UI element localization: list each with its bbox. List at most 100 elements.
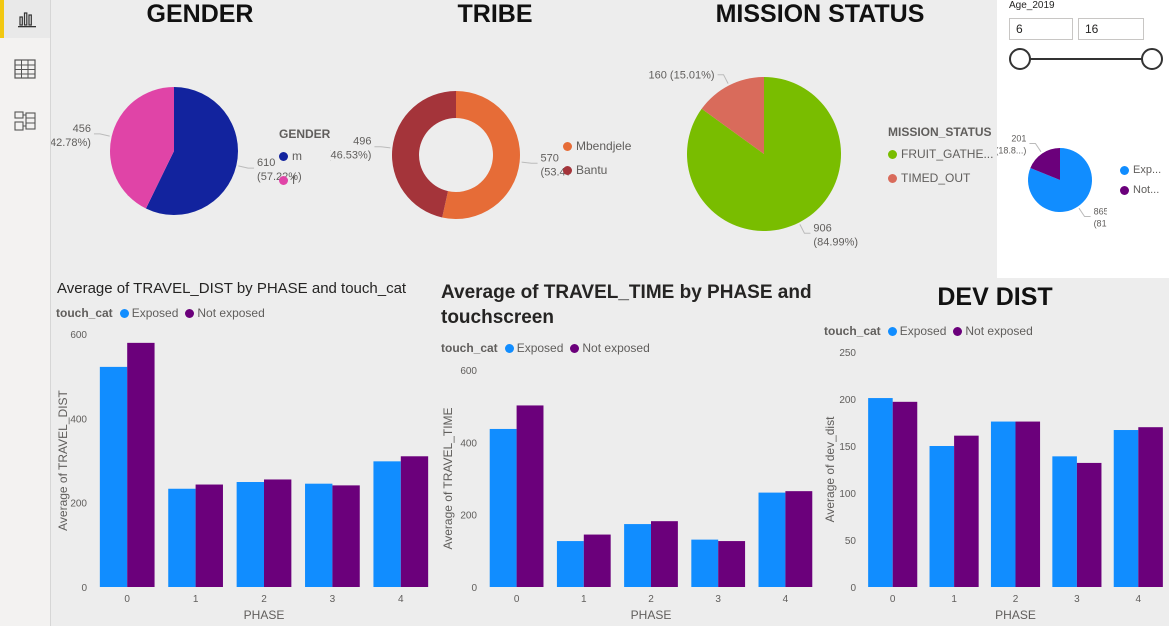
legend-item-fruit[interactable]: FRUIT_GATHE... [888,147,993,161]
y-tick-label: 400 [70,414,87,425]
pie-data-pct: (42.78%) [51,137,91,149]
bar-not-exposed-phase-2[interactable] [651,521,678,587]
legend-item-timed-out[interactable]: TIMED_OUT [888,171,993,185]
bar-exposed-phase-1[interactable] [168,488,196,587]
legend-exposed[interactable]: Exposed [516,341,564,355]
pie-slice-mbendjele[interactable] [442,91,520,219]
pie-data-label: 865 [1094,207,1107,217]
bar-exposed-phase-4[interactable] [373,461,401,587]
travel-time-legend: touch_cat Exposed Not exposed [441,341,654,355]
bar-not-exposed-phase-2[interactable] [1015,421,1041,587]
age-max-input[interactable] [1078,18,1144,40]
model-diagram-icon [14,111,36,131]
data-view-button[interactable] [0,50,50,88]
pie-leader-line [1078,207,1091,218]
age-slider-min-handle[interactable] [1009,48,1031,70]
legend-item-not-exposed[interactable]: Not... [1120,184,1161,196]
pie-leader-line [717,74,729,84]
left-nav [0,0,51,626]
legend-dot [563,141,572,151]
y-tick-label: 150 [839,442,856,453]
y-axis-title: Average of TRAVEL_DIST [56,389,70,530]
mission-status-pie[interactable]: 906 (84.99%) 160 (15.01%) [640,55,890,255]
legend-label: FRUIT_GATHE... [901,147,994,161]
pie-slice-f[interactable] [110,87,174,209]
bar-not-exposed-phase-4[interactable] [785,491,813,587]
age-min-input[interactable] [1009,18,1073,40]
x-tick-label: 4 [783,594,789,605]
bar-exposed-phase-4[interactable] [758,492,786,587]
bar-not-exposed-phase-1[interactable] [195,484,223,587]
tribe-donut[interactable]: 570 (53.47%) 496 (46.53%) [330,60,570,250]
legend-item-f[interactable]: f [279,173,330,187]
pie-slice-timed-out[interactable] [701,77,764,154]
legend-label: Exp... [1133,164,1162,176]
bar-not-exposed-phase-3[interactable] [718,541,746,587]
bar-exposed-phase-0[interactable] [489,428,517,587]
mission-legend-title: MISSION_STATUS [888,125,992,139]
age-slider-max-handle[interactable] [1141,48,1163,70]
bar-exposed-phase-2[interactable] [990,421,1016,587]
bar-exposed-phase-2[interactable] [236,482,264,587]
age-slider-track[interactable] [1020,58,1152,60]
legend-exposed[interactable]: Exposed [131,306,179,320]
pie-data-label: 201 [1011,133,1026,143]
travel-time-bar-chart[interactable]: 0 200 400 600 0 1 2 3 4 PHASE Average of TRAVEL_TI… [436,356,819,626]
bar-exposed-phase-3[interactable] [1052,456,1077,587]
dev-dist-legend: touch_cat Exposed Not exposed [824,324,1037,338]
dev-dist-bar-chart[interactable]: 0 50 100 150 200 250 0 1 2 3 4 PHASE Average of dev_… [820,340,1169,626]
pie-slice-bantu[interactable] [391,91,456,218]
legend-dot-not-exposed [570,343,580,353]
x-tick-label: 1 [193,594,199,605]
pie-leader-line [799,224,811,234]
bar-exposed-phase-1[interactable] [556,541,584,587]
bar-exposed-phase-1[interactable] [929,446,955,587]
legend-dot-not-exposed [185,308,195,318]
bar-exposed-phase-4[interactable] [1113,430,1139,587]
slicer-card [997,0,1169,278]
bar-not-exposed-phase-0[interactable] [127,342,155,587]
y-tick-label: 200 [839,395,856,406]
gender-legend: GENDER m f [279,127,330,197]
pie-slice-m[interactable] [145,87,238,215]
model-view-button[interactable] [0,102,50,140]
mission-status-legend: MISSION_STATUS FRUIT_GATHE... TIMED_OUT [888,125,993,195]
bar-exposed-phase-0[interactable] [868,398,893,587]
tribe-title: TRIBE [457,0,533,28]
y-tick-label: 600 [460,366,477,377]
bar-not-exposed-phase-2[interactable] [264,479,292,587]
bar-not-exposed-phase-3[interactable] [1076,462,1102,587]
bar-not-exposed-phase-1[interactable] [954,435,979,587]
bar-exposed-phase-0[interactable] [99,366,128,587]
legend-title: touch_cat [824,324,881,338]
legend-label: m [292,149,302,163]
travel-dist-bar-chart[interactable]: 0 200 400 600 0 1 2 3 4 PHASE Average of TRAVEL_DI… [51,322,435,626]
x-tick-label: 0 [514,594,520,605]
legend-dot-exposed [504,343,514,353]
legend-item-exposed[interactable]: Exp... [1120,164,1161,176]
legend-not-exposed[interactable]: Not exposed [197,306,265,320]
legend-item-bantu[interactable]: Bantu [563,163,631,177]
bar-not-exposed-phase-4[interactable] [1138,427,1163,587]
bar-exposed-phase-3[interactable] [305,483,333,587]
x-tick-label: 0 [890,594,896,605]
pie-slice-not-[interactable] [1030,148,1060,180]
legend-item-m[interactable]: m [279,149,330,163]
report-view-button[interactable] [0,0,50,38]
legend-exposed[interactable]: Exposed [899,324,947,338]
bar-not-exposed-phase-4[interactable] [400,456,429,587]
bar-not-exposed-phase-0[interactable] [892,401,918,587]
tribe-legend: Mbendjele Bantu [563,139,631,187]
legend-not-exposed[interactable]: Not exposed [965,324,1033,338]
legend-item-mbendjele[interactable]: Mbendjele [563,139,631,153]
gender-pie[interactable]: 610(57.22%)456(42.78%) [51,30,311,250]
pie-data-pct: (84.99%) [813,236,858,248]
bar-not-exposed-phase-0[interactable] [516,405,544,587]
bar-exposed-phase-2[interactable] [624,524,651,587]
touch-pie[interactable]: 865 (81...) 201 (18.8...) [997,130,1107,230]
bar-not-exposed-phase-3[interactable] [332,485,360,587]
legend-not-exposed[interactable]: Not exposed [582,341,650,355]
bar-exposed-phase-3[interactable] [691,539,719,587]
y-tick-label: 250 [839,348,856,359]
bar-not-exposed-phase-1[interactable] [583,534,611,587]
